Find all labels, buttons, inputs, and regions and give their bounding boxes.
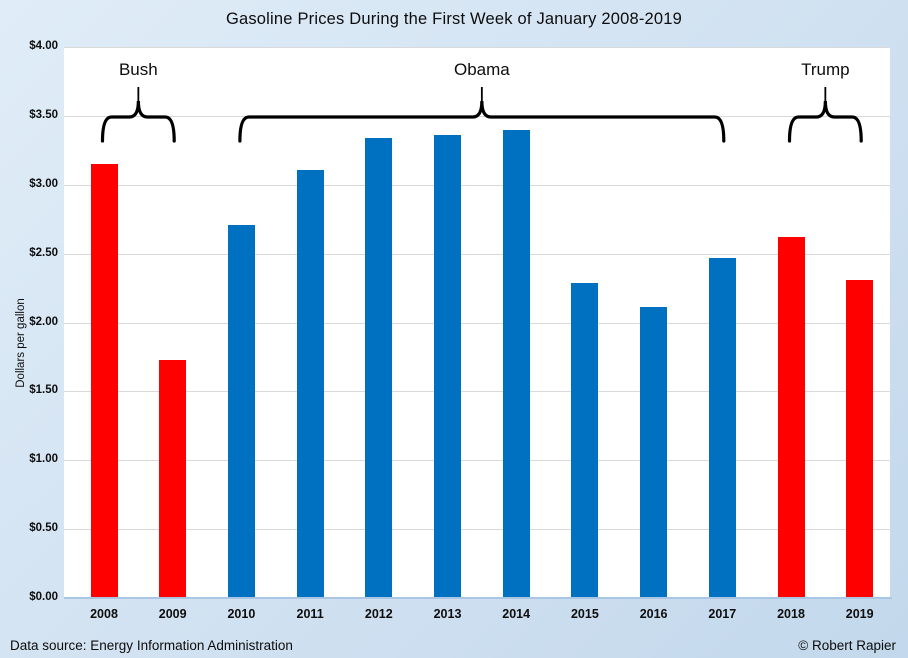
bar-2010 — [227, 224, 255, 598]
x-tick-label-2019: 2019 — [845, 607, 874, 621]
annotation-label-trump: Trump — [801, 60, 850, 79]
bar-2018 — [777, 237, 805, 598]
x-tick-label-2016: 2016 — [639, 607, 668, 621]
y-tick-label: $3.00 — [29, 177, 58, 190]
x-tick-label-2011: 2011 — [296, 607, 324, 621]
annotation-label-obama: Obama — [453, 60, 510, 79]
x-tick-label-2012: 2012 — [364, 607, 393, 621]
gridline-3.00 — [64, 184, 890, 186]
x-tick-label-2015: 2015 — [570, 607, 599, 621]
y-tick-label: $3.50 — [29, 108, 58, 121]
bar-2015 — [571, 282, 599, 598]
bar-2012 — [365, 137, 393, 598]
x-tick-label-2010: 2010 — [227, 607, 256, 621]
gridline-2.00 — [64, 322, 890, 324]
y-tick-label: $2.50 — [29, 246, 58, 259]
gridline-2.50 — [64, 253, 890, 255]
x-tick-label-2009: 2009 — [158, 607, 187, 621]
x-tick-label-2018: 2018 — [777, 607, 805, 621]
x-tick-label-2008: 2008 — [90, 607, 118, 621]
gridline-1.00 — [64, 460, 890, 462]
y-tick-label: $0.00 — [29, 591, 58, 603]
y-tick-label: $0.50 — [29, 522, 58, 535]
y-tick-label: $2.00 — [29, 315, 58, 328]
bar-2008 — [90, 164, 118, 598]
gridline-0.50 — [64, 529, 890, 531]
bar-2019 — [846, 279, 874, 598]
data-source-note: Data source: Energy Information Administ… — [10, 638, 293, 653]
bar-2017 — [708, 257, 736, 598]
y-axis-title: Dollars per gallon — [15, 298, 27, 388]
bar-2011 — [296, 169, 324, 598]
x-axis-line — [64, 597, 892, 599]
gridline-3.50 — [64, 115, 890, 117]
chart-title: Gasoline Prices During the First Week of… — [225, 10, 683, 28]
bar-2016 — [640, 307, 668, 598]
gridline-1.50 — [64, 391, 890, 393]
gridline-4.00 — [64, 47, 890, 48]
x-tick-label-2017: 2017 — [708, 607, 737, 621]
copyright-note: © Robert Rapier — [798, 638, 896, 653]
bar-2013 — [434, 135, 461, 598]
annotation-label-bush: Bush — [118, 60, 158, 79]
bar-2014 — [502, 129, 530, 598]
y-tick-label: $1.50 — [29, 384, 58, 397]
x-tick-label-2014: 2014 — [502, 607, 531, 621]
x-tick-label-2013: 2013 — [433, 607, 462, 621]
plot-area — [64, 47, 890, 598]
y-tick-label: $4.00 — [29, 40, 58, 52]
y-tick-label: $1.00 — [29, 453, 58, 466]
bar-2009 — [159, 359, 187, 598]
